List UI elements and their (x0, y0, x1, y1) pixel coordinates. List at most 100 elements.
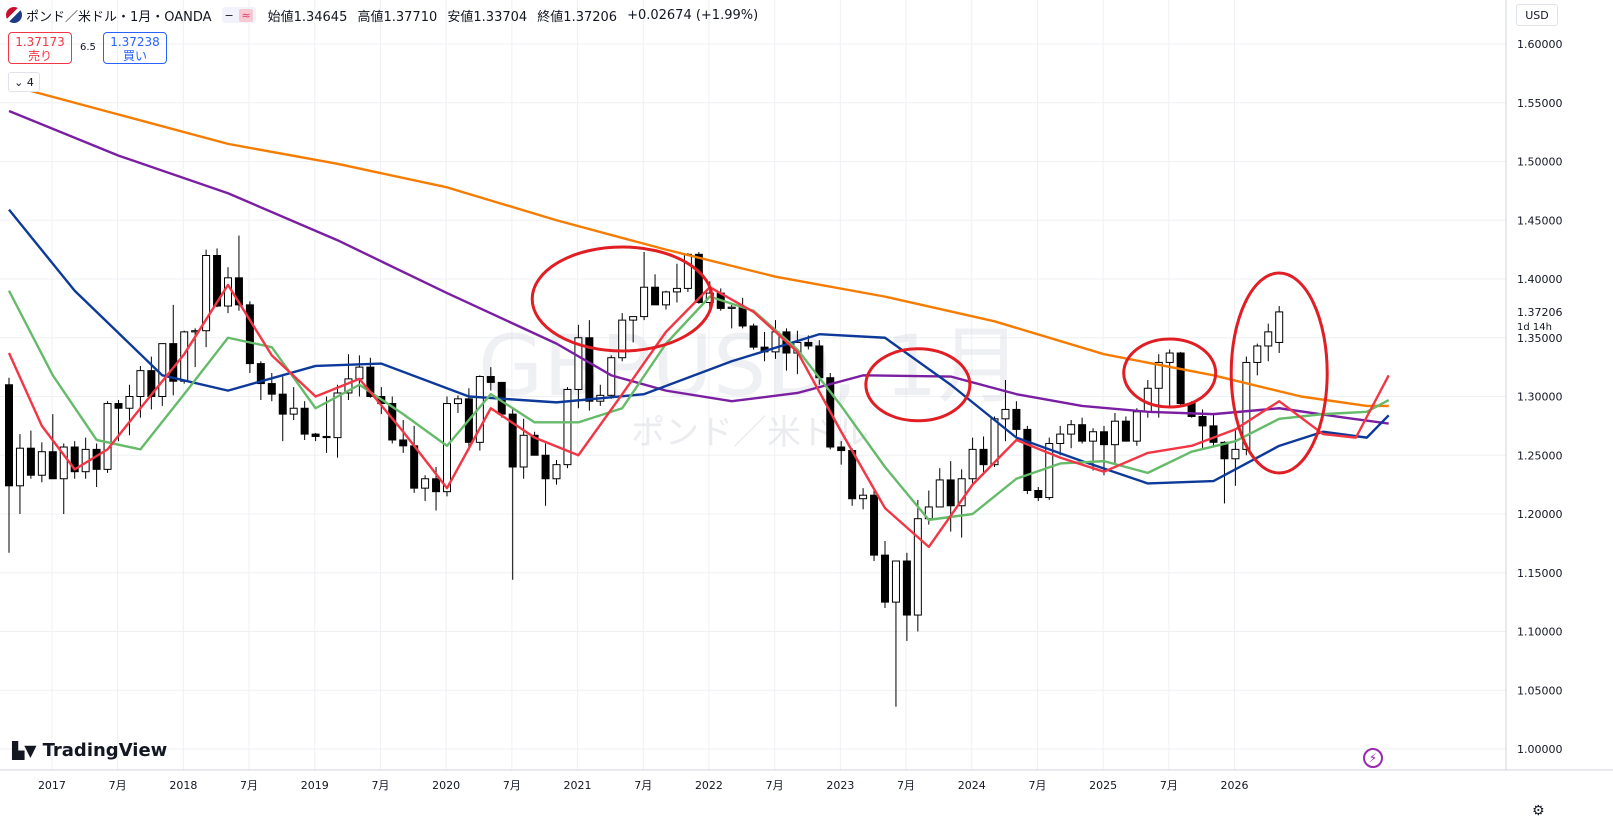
buy-button[interactable]: 1.37238 買い (103, 32, 167, 64)
ohlc-values: 始値1.34645 高値1.37710 安値1.33704 終値1.37206 (268, 6, 623, 25)
candle-body (333, 392, 342, 439)
annotation-circle (530, 245, 714, 353)
spread-value: 6.5 (80, 42, 96, 53)
symbol-title[interactable]: ポンド／米ドル・1月・OANDA (26, 9, 212, 25)
candle-body (979, 448, 988, 466)
gear-icon[interactable]: ⚙ (1532, 803, 1545, 819)
candle-body (1045, 443, 1054, 499)
candle-body (37, 451, 46, 476)
candle-body (1121, 420, 1130, 442)
candle-body (245, 304, 254, 365)
sell-label: 売り (27, 49, 52, 63)
candle-body (629, 316, 638, 321)
tradingview-logo-icon: ▙▼ (12, 741, 37, 760)
x-tick-label: 2025 (1089, 779, 1117, 792)
candle-body (1056, 433, 1065, 445)
candle-body (662, 291, 670, 306)
candle-body (1165, 352, 1174, 363)
candle-body (300, 407, 309, 435)
candle-body (913, 518, 922, 616)
candle-body (26, 447, 35, 476)
close-value: 終値1.37206 (537, 9, 618, 25)
candle-body (399, 439, 408, 447)
candle-body (1209, 425, 1218, 443)
x-tick-label: 7月 (240, 779, 258, 792)
candle-body (563, 388, 572, 466)
candle-body (1132, 411, 1141, 442)
candle-body (92, 448, 101, 470)
high-value: 高値1.37710 (357, 9, 438, 25)
x-tick-label: 7月 (109, 779, 127, 792)
candle-body (114, 403, 123, 409)
brand-name: TradingView (42, 740, 168, 761)
minus-icon[interactable]: − (224, 8, 234, 22)
y-tick-label: 1.10000 (1517, 626, 1563, 639)
lightning-icon[interactable]: ⚡ (1363, 748, 1383, 768)
x-tick-label: 2018 (169, 779, 197, 792)
candle-body (585, 337, 594, 402)
candle-body (804, 341, 813, 347)
candle-body (683, 253, 692, 289)
x-tick-label: 7月 (503, 779, 521, 792)
x-tick-label: 2022 (695, 779, 723, 792)
x-tick-label: 7月 (766, 779, 784, 792)
candle-body (848, 450, 857, 500)
candle-body (1198, 415, 1207, 427)
x-tick-label: 2023 (826, 779, 854, 792)
x-tick-label: 2021 (564, 779, 592, 792)
candle-body (410, 445, 419, 489)
y-tick-label: 1.50000 (1517, 156, 1563, 169)
y-tick-label: 1.45000 (1517, 214, 1563, 227)
candle-body (935, 479, 944, 508)
candle-body (224, 277, 232, 307)
candle-body (902, 560, 911, 616)
last-price-tag (1510, 304, 1566, 333)
annotation-circle (864, 347, 972, 423)
y-tick-label: 1.40000 (1517, 273, 1563, 286)
candle-body (234, 277, 243, 306)
change-value: +0.02674 (+1.99%) (627, 7, 759, 23)
candle-body (1100, 431, 1108, 446)
approx-icon[interactable]: ≈ (239, 8, 253, 22)
candle-body (158, 343, 167, 397)
candle-body (48, 451, 57, 480)
candle-body (1231, 448, 1240, 460)
candle-body (136, 370, 145, 397)
currency-label: USD (1525, 8, 1549, 22)
candle-body (1023, 428, 1032, 491)
candle-body (1110, 420, 1119, 446)
candle-body (859, 494, 868, 500)
candle-body (5, 384, 13, 487)
candle-body (289, 407, 298, 415)
x-tick-label: 2026 (1221, 779, 1249, 792)
candle-body (1220, 441, 1229, 460)
y-tick-label: 1.60000 (1517, 38, 1563, 51)
indicators-collapse-button[interactable]: ⌄ 4 (8, 72, 40, 92)
chart-style-toggle[interactable]: − ≈ (221, 7, 256, 23)
candle-body (278, 393, 287, 415)
candle-body (519, 434, 528, 468)
candle-body (1275, 311, 1284, 343)
sell-button[interactable]: 1.37173 売り (8, 32, 72, 64)
candle-body (541, 454, 550, 480)
chevron-down-icon: ⌄ (14, 75, 24, 89)
annotation-circle (1122, 337, 1218, 409)
candle-body (508, 413, 517, 468)
x-tick-label: 2024 (958, 779, 986, 792)
x-tick-label: 7月 (371, 779, 389, 792)
candle-body (103, 403, 112, 470)
candle-body (70, 446, 79, 473)
candle-body (1001, 408, 1010, 420)
candle-body (213, 255, 222, 307)
tradingview-logo[interactable]: ▙▼ TradingView (12, 740, 167, 761)
candle-body (618, 319, 627, 359)
candle-body (946, 479, 955, 507)
candle-body (432, 478, 441, 493)
buy-price: 1.37238 (110, 35, 160, 49)
candle-body (574, 337, 583, 390)
y-tick-label: 1.20000 (1517, 508, 1563, 521)
currency-selector[interactable]: USD (1516, 4, 1558, 26)
candle-body (322, 435, 331, 439)
